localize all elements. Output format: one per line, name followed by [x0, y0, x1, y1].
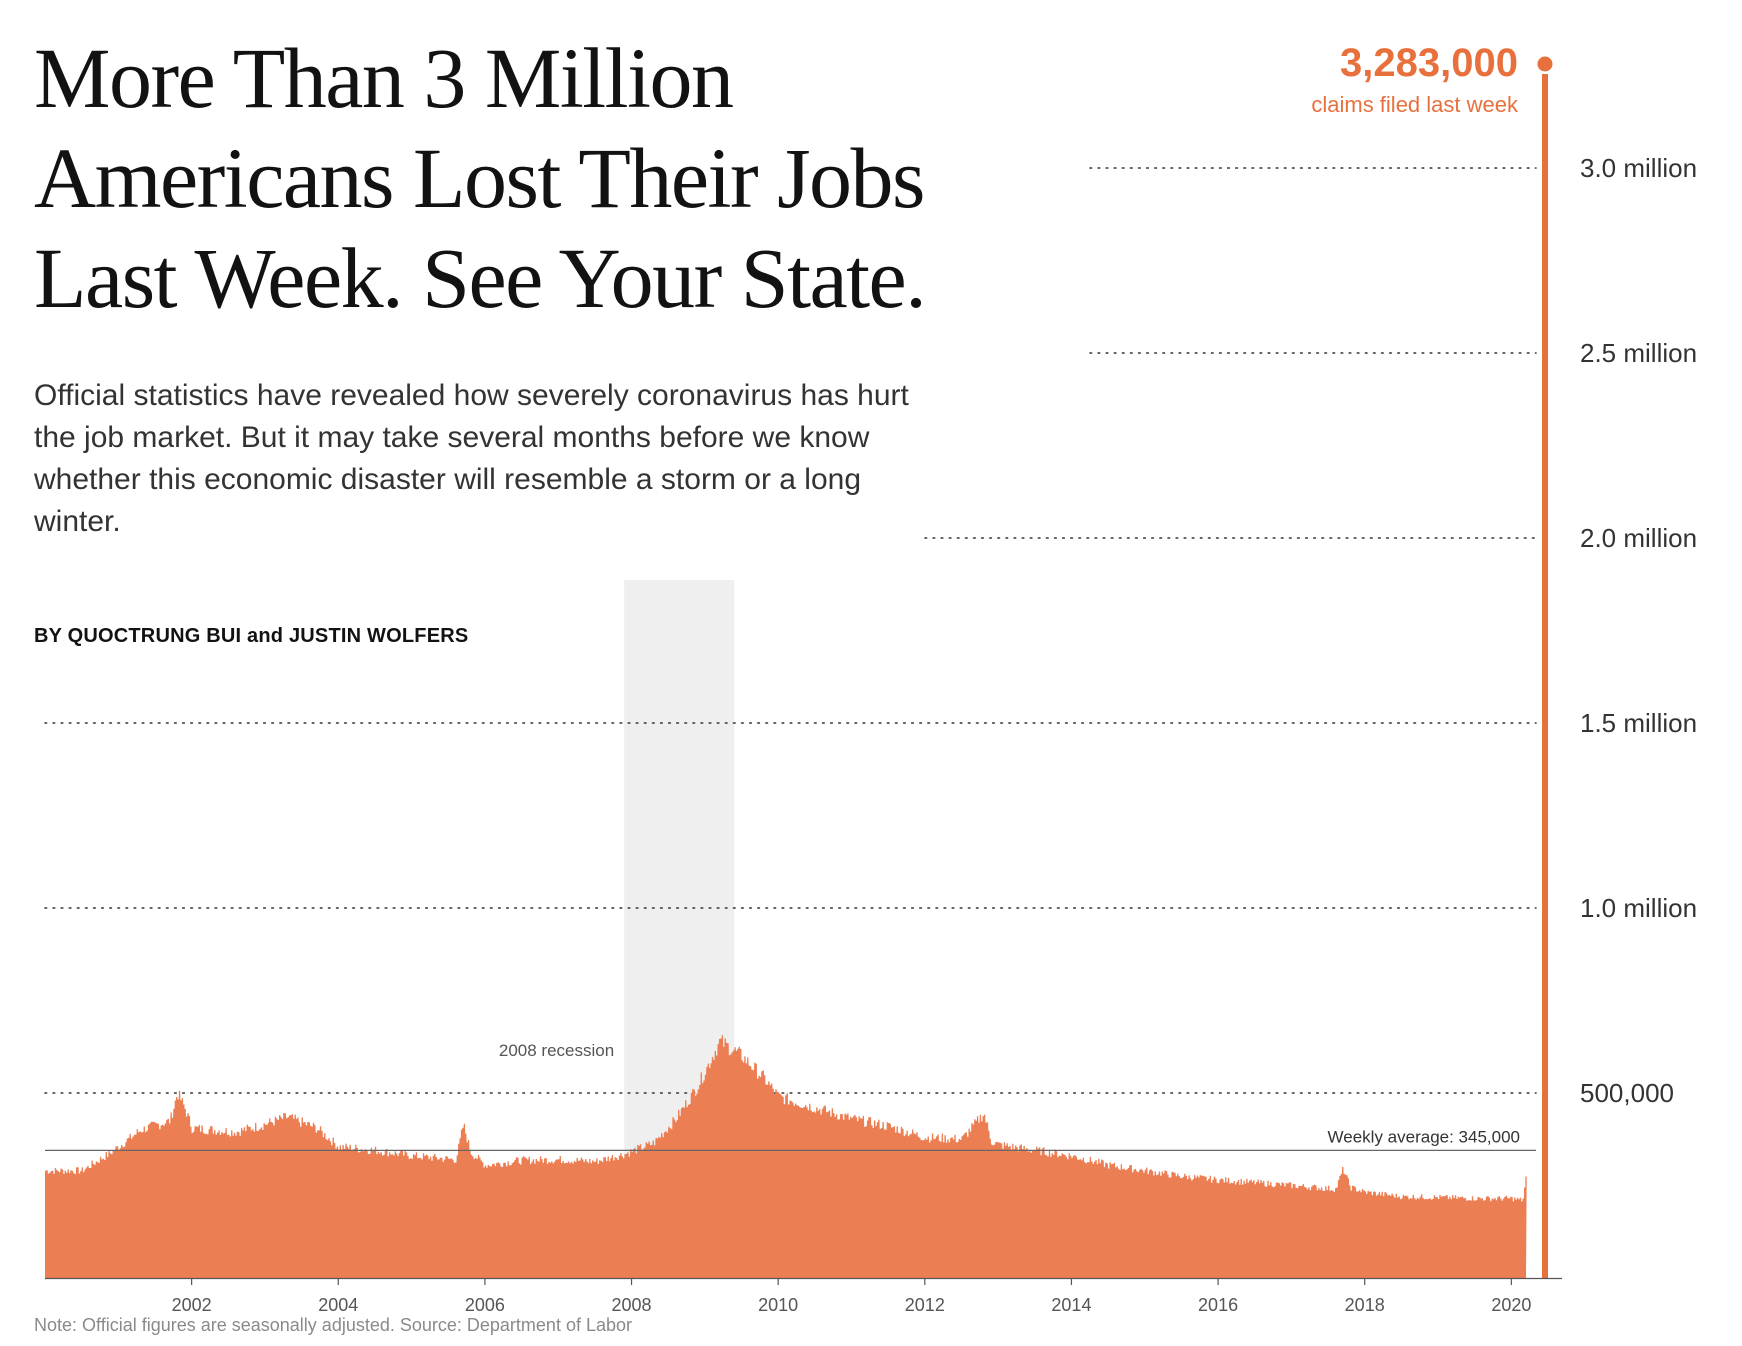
y-tick-label-1: 1.0 million — [1580, 893, 1697, 923]
y-tick-label-5: 3.0 million — [1580, 153, 1697, 183]
grid-layer: 500,000 1.0 million 1.5 million 2.0 million… — [44, 153, 1697, 1108]
headline: More Than 3 Million Americans Lost Their… — [34, 30, 927, 326]
y-tick-label-4: 2.5 million — [1580, 338, 1697, 368]
last-week-bar — [1542, 74, 1548, 1278]
y-tick-label-2: 1.5 million — [1580, 708, 1697, 738]
x-tick-label-1: 2004 — [318, 1295, 358, 1315]
y-tick-label-0: 500,000 — [1580, 1078, 1674, 1108]
last-week-label: claims filed last week — [1311, 92, 1519, 117]
recession-label: 2008 recession — [499, 1041, 614, 1060]
last-week-dot — [1537, 56, 1553, 72]
x-tick-label-2: 2006 — [465, 1295, 505, 1315]
x-tick-label-6: 2014 — [1051, 1295, 1091, 1315]
x-tick-label-7: 2016 — [1198, 1295, 1238, 1315]
bars-layer — [45, 1035, 1527, 1278]
x-tick-label-3: 2008 — [612, 1295, 652, 1315]
dek: Official statistics have revealed how se… — [34, 379, 909, 538]
average-layer: Weekly average: 345,000 — [45, 1127, 1536, 1151]
x-tick-label-9: 2020 — [1491, 1295, 1531, 1315]
x-tick-label-4: 2010 — [758, 1295, 798, 1315]
byline: BY QUOCTRUNG BUI and JUSTIN WOLFERS — [34, 625, 469, 647]
weekly-claims-bars — [45, 1035, 1527, 1278]
average-label: Weekly average: 345,000 — [1328, 1127, 1520, 1146]
highlight-layer: 3,283,000 claims filed last week — [1311, 41, 1553, 1278]
last-week-value: 3,283,000 — [1340, 41, 1518, 85]
x-tick-label-5: 2012 — [905, 1295, 945, 1315]
y-tick-label-3: 2.0 million — [1580, 523, 1697, 553]
x-tick-label-0: 2002 — [172, 1295, 212, 1315]
axis-layer: 2002 2004 2006 2008 2010 2012 2014 2016 2018 2020 — [45, 1277, 1562, 1315]
source-note: Note: Official figures are seasonally ad… — [34, 1315, 632, 1335]
x-tick-label-8: 2018 — [1345, 1295, 1385, 1315]
